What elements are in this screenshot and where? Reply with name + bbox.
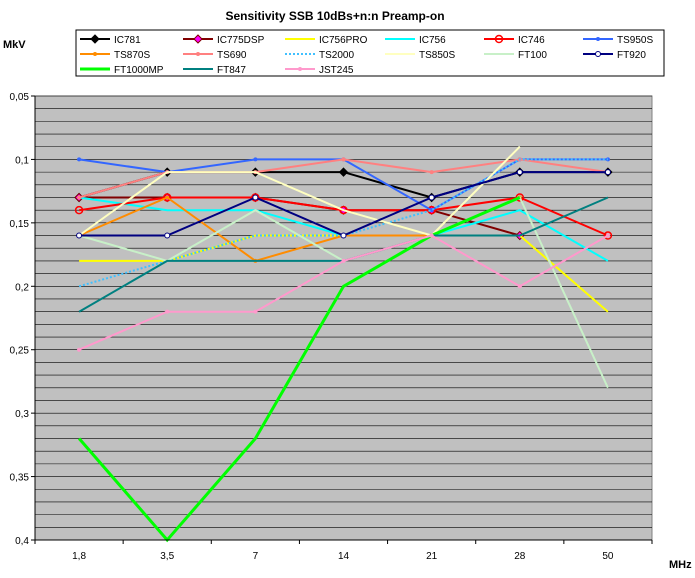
plot-area	[34, 95, 653, 543]
data-point-ic746	[427, 205, 436, 215]
series-line-ts850s	[78, 145, 521, 237]
legend-item-ts870s: TS870S	[80, 50, 150, 61]
legend: IC781 IC775DSP IC756PRO IC756 IC746 TS950S TS8…	[75, 29, 665, 77]
legend-item-ic775dsp: IC775DSP	[183, 34, 265, 46]
y-axis: 0,05 0,1 0,15 0,2 0,25 0,3 0,35 0,4	[10, 92, 36, 547]
legend-item-jst245: JST245	[285, 65, 354, 76]
series-ft920	[76, 169, 611, 239]
series-ts850s	[78, 145, 521, 237]
data-point-jst245	[517, 284, 522, 289]
x-tick-label: 50	[602, 551, 614, 562]
data-point-ts950s	[77, 157, 82, 162]
data-point-ts690	[341, 157, 346, 162]
y-tick-label: 0,35	[10, 473, 30, 484]
data-point-ic746	[162, 193, 172, 202]
x-axis-unit-label: MHz	[669, 559, 692, 571]
data-point-jst245	[605, 233, 610, 238]
legend-label: TS850S	[419, 50, 455, 61]
legend-marker	[595, 51, 601, 57]
legend-item-ic781: IC781	[80, 34, 141, 46]
x-axis: 1,8 3,5 7 14 21 28 50	[34, 539, 653, 562]
legend-label: IC775DSP	[217, 35, 265, 46]
data-point-ft920	[604, 169, 611, 176]
x-tick-label: 7	[253, 551, 259, 562]
data-point-ts870s	[165, 195, 170, 200]
legend-label: FT100	[518, 50, 547, 61]
data-point-ft920	[164, 232, 171, 239]
x-tick-label: 1,8	[72, 551, 86, 562]
legend-marker	[596, 37, 600, 41]
legend-marker	[193, 34, 203, 44]
y-tick-label: 0,2	[15, 282, 29, 293]
series-line-ft1000mp	[77, 196, 521, 543]
data-point-ft920	[340, 232, 347, 239]
y-tick-label: 0,05	[10, 92, 30, 103]
x-tick-label: 14	[338, 551, 350, 562]
legend-label: TS950S	[617, 35, 653, 46]
series-layer	[74, 145, 613, 543]
y-tick-label: 0,15	[10, 219, 30, 230]
x-tick-label: 28	[514, 551, 526, 562]
y-tick-label: 0,4	[15, 536, 29, 547]
legend-item-ic746: IC746	[484, 34, 545, 46]
data-point-ts690	[77, 195, 82, 200]
y-tick-label: 0,25	[10, 346, 30, 357]
legend-label: TS870S	[114, 50, 150, 61]
legend-item-ts690: TS690	[183, 50, 247, 61]
legend-label: IC756	[419, 35, 446, 46]
legend-item-ft847: FT847	[183, 65, 246, 76]
legend-label: FT847	[217, 65, 246, 76]
data-point-ic746	[74, 205, 84, 215]
legend-label: IC781	[114, 35, 141, 46]
data-point-ft920	[516, 169, 523, 176]
data-point-ic746	[251, 193, 260, 202]
legend-item-ts2000: TS2000	[285, 50, 354, 61]
data-point-ic746	[603, 231, 613, 240]
series-ft1000mp	[77, 196, 521, 543]
y-tick-label: 0,1	[15, 155, 29, 166]
legend-item-ts850s: TS850S	[385, 50, 455, 61]
plot-background	[34, 95, 653, 541]
legend-marker	[494, 34, 504, 44]
legend-marker	[90, 34, 100, 44]
legend-item-ft1000mp: FT1000MP	[80, 65, 164, 76]
x-tick-label: 21	[426, 551, 438, 562]
legend-label: IC746	[518, 35, 545, 46]
legend-item-ft100: FT100	[484, 50, 547, 61]
data-point-jst245	[429, 233, 434, 238]
legend-box	[75, 29, 665, 77]
legend-item-ic756pro: IC756PRO	[285, 35, 368, 46]
chart-title: Sensitivity SSB 10dBs+n:n Preamp-on	[225, 9, 444, 23]
legend-item-ts950s: TS950S	[583, 35, 653, 46]
data-point-ts950s	[253, 157, 258, 162]
data-point-ts950s	[605, 157, 610, 162]
series-jst245	[77, 233, 610, 352]
legend-marker	[298, 67, 302, 71]
x-tick-label: 3,5	[160, 551, 174, 562]
legend-marker	[93, 52, 97, 56]
y-axis-unit-label: MkV	[3, 39, 26, 51]
legend-label: JST245	[319, 65, 354, 76]
data-point-ft920	[252, 194, 259, 201]
data-point-jst245	[341, 258, 346, 263]
legend-label: FT1000MP	[114, 65, 164, 76]
legend-item-ic756: IC756	[385, 35, 446, 46]
legend-item-ft920: FT920	[583, 50, 646, 61]
legend-label: FT920	[617, 50, 646, 61]
legend-marker	[196, 52, 200, 56]
legend-label: IC756PRO	[319, 35, 368, 46]
data-point-jst245	[253, 309, 258, 314]
data-point-ft920	[428, 194, 435, 201]
legend-label: TS690	[217, 50, 247, 61]
data-point-jst245	[165, 309, 170, 314]
data-point-jst245	[77, 347, 82, 352]
legend-label: TS2000	[319, 50, 354, 61]
series-line-ts2000	[78, 158, 608, 288]
data-point-ts690	[429, 170, 434, 175]
series-ts2000	[78, 158, 608, 288]
data-point-ft920	[76, 232, 83, 239]
y-tick-label: 0,3	[15, 409, 29, 420]
data-point-ic781	[338, 167, 349, 177]
